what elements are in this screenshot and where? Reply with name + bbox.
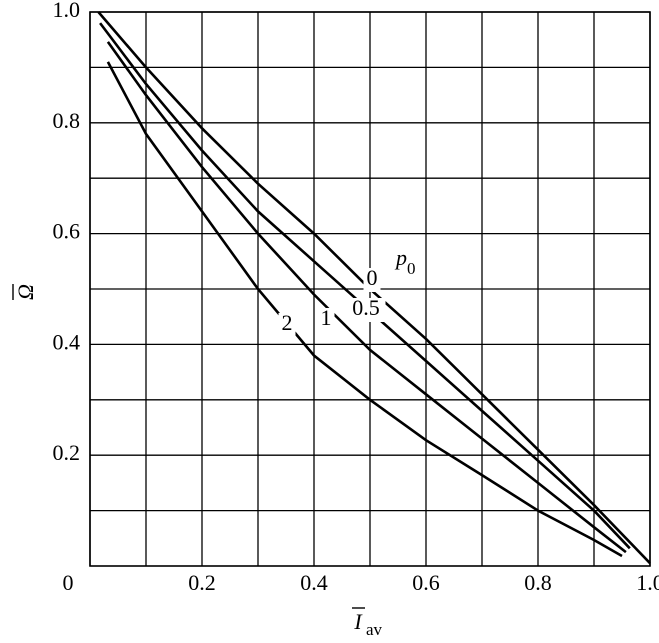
x-tick-label: 0 xyxy=(63,570,74,595)
y-tick-label: 0.8 xyxy=(53,108,81,133)
y-tick-label: 0.4 xyxy=(53,329,81,354)
curve-label: 1 xyxy=(321,305,332,330)
x-tick-label: 1.0 xyxy=(636,570,659,595)
y-tick-label: 1.0 xyxy=(53,0,81,22)
y-axis-label: Ω xyxy=(12,284,38,300)
x-tick-label: 0.4 xyxy=(300,570,328,595)
curve xyxy=(106,41,627,554)
legend-title-sub: 0 xyxy=(407,259,416,278)
curve xyxy=(106,61,623,558)
curve-label-bg xyxy=(278,313,296,337)
x-label-sub: av xyxy=(366,620,383,639)
curve-label: 2 xyxy=(282,310,293,335)
curve-label: 0 xyxy=(367,265,378,290)
x-tick-label: 0.8 xyxy=(524,570,552,595)
x-tick-label: 0.2 xyxy=(188,570,216,595)
y-tick-label: 0.2 xyxy=(53,440,81,465)
y-tick-label: 0.6 xyxy=(53,219,81,244)
x-label: I xyxy=(353,609,363,634)
curve-label-bg xyxy=(317,308,335,332)
x-axis-label: I av xyxy=(352,607,383,639)
legend-bg xyxy=(392,248,422,280)
x-tick-label: 0.6 xyxy=(412,570,440,595)
y-label: Ω xyxy=(13,284,38,300)
curve-label-bg xyxy=(346,298,386,322)
legend-title: p xyxy=(394,245,407,270)
curve-label: 0.5 xyxy=(352,295,380,320)
curve-label-bg xyxy=(363,268,381,292)
